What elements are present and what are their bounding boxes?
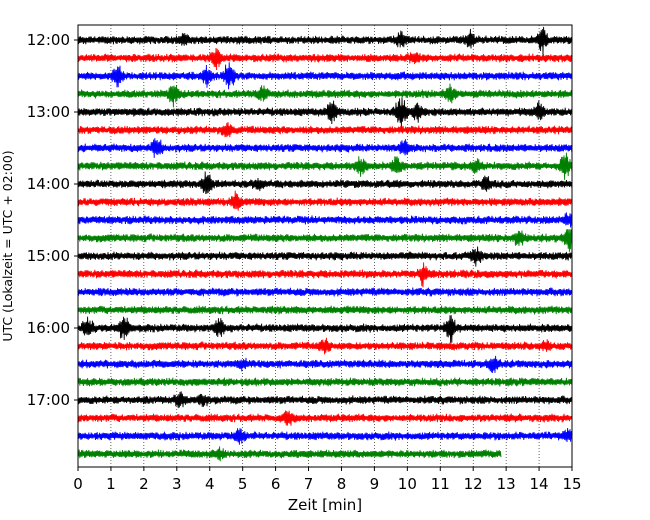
trace-1315 [77, 122, 573, 138]
trace-1400 [77, 171, 573, 195]
trace-1230 [77, 62, 573, 90]
x-tick-label: 13 [497, 475, 516, 493]
trace-1500 [77, 246, 573, 267]
trace-1730 [77, 427, 573, 445]
trace-1600 [77, 315, 573, 343]
x-tick-label: 15 [562, 475, 581, 493]
x-tick-label: 4 [205, 475, 215, 493]
x-tick-label: 2 [139, 475, 149, 493]
seismogram-traces [77, 26, 573, 462]
x-tick-label: 0 [73, 475, 83, 493]
trace-1415 [77, 190, 573, 211]
y-tick-label: 12:00 [27, 31, 70, 49]
x-tick-label: 9 [370, 475, 380, 493]
y-tick-label: 15:00 [27, 247, 70, 265]
trace-1615 [77, 337, 573, 355]
trace-1245 [77, 83, 573, 108]
trace-1430 [77, 212, 573, 228]
trace-1715 [77, 410, 573, 426]
y-tick-label: 14:00 [27, 175, 70, 193]
trace-1330 [77, 138, 573, 159]
y-tick-label: 13:00 [27, 103, 70, 121]
x-tick-label: 5 [238, 475, 248, 493]
plot-frame [77, 24, 573, 468]
x-axis-ticks: 0 1 2 3 4 5 6 7 8 9 10 11 12 13 14 15 [73, 467, 582, 493]
y-axis-title: UTC (Lokalzeit = UTC + 02:00) [0, 150, 15, 341]
trace-1630 [77, 355, 573, 373]
x-axis-title: Zeit [min] [288, 496, 362, 514]
trace-1200 [77, 26, 573, 55]
x-tick-label: 6 [271, 475, 281, 493]
x-tick-label: 8 [337, 475, 347, 493]
x-tick-label: 7 [304, 475, 314, 493]
trace-1515 [77, 262, 573, 288]
trace-1300 [77, 97, 573, 128]
x-tick-label: 14 [530, 475, 549, 493]
x-tick-label: 3 [172, 475, 182, 493]
y-tick-label: 17:00 [27, 391, 70, 409]
y-axis-ticks: 12:00 13:00 14:00 15:00 16:00 17:00 [27, 31, 78, 409]
trace-1345 [77, 152, 573, 180]
trace-1445 [77, 229, 573, 252]
x-tick-label: 10 [398, 475, 417, 493]
x-tick-label: 1 [106, 475, 116, 493]
trace-1530 [77, 287, 573, 297]
trace-1545 [77, 305, 573, 315]
trace-1645 [77, 377, 573, 387]
y-tick-label: 16:00 [27, 319, 70, 337]
trace-1745 [77, 446, 502, 462]
x-tick-label: 11 [431, 475, 450, 493]
trace-1700 [77, 391, 573, 409]
trace-1215 [77, 47, 573, 71]
x-tick-label: 12 [464, 475, 483, 493]
